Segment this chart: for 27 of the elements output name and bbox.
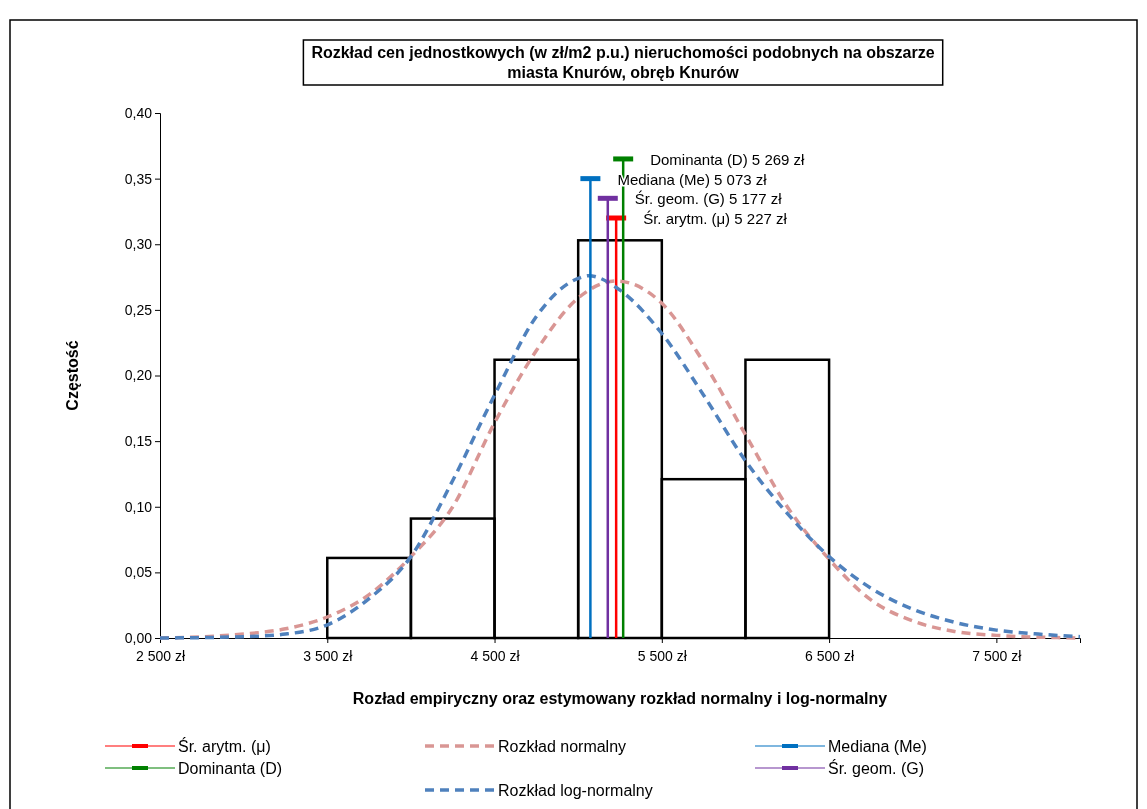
x-tick-label: 5 500 zł: [637, 648, 688, 665]
annotation: Dominanta (D) 5 269 zł: [650, 150, 806, 168]
legend-label: Dominanta (D): [178, 760, 283, 777]
y-tick-label: 0,00: [124, 629, 153, 646]
legend-label: Śr. arytm. (μ): [178, 737, 271, 755]
x-tick-label: 3 500 zł: [303, 648, 354, 665]
legend-label: Rozkład normalny: [498, 738, 627, 755]
x-tick-label: 6 500 zł: [805, 648, 855, 665]
y-tick-label: 0,30: [124, 236, 153, 253]
x-tick-label: 7 500 zł: [972, 648, 1023, 665]
y-tick-label: 0,20: [124, 367, 153, 384]
y-tick-label: 0,35: [124, 170, 153, 187]
y-tick-label: 0,15: [124, 433, 153, 450]
chart-title: Rozkład cen jednostkowych (w zł/m2 p.u.) nieruchomości podobnych na obszarze miasta Knurów, obręb Knurów: [311, 44, 935, 81]
x-tick-label: 4 500 zł: [470, 648, 521, 665]
y-tick-label: 0,10: [124, 498, 153, 515]
legend-label: Rozkład log-normalny: [498, 782, 653, 799]
legend-label: Mediana (Me): [828, 738, 927, 755]
y-axis-title: Częstość: [64, 340, 81, 411]
y-tick-label: 0,05: [124, 564, 153, 581]
legend-label: Śr. geom. (G): [828, 759, 925, 777]
y-tick-label: 0,25: [124, 301, 153, 318]
x-tick-label: 2 500 zł: [135, 648, 186, 665]
annotation: Śr. arytm. (μ) 5 227 zł: [643, 210, 788, 227]
x-axis-title: Rozład empiryczny oraz estymowany rozkład normalny i log-normalny: [352, 690, 888, 707]
y-tick-label: 0,40: [124, 104, 153, 121]
annotation: Śr. geom. (G) 5 177 zł: [634, 190, 783, 208]
